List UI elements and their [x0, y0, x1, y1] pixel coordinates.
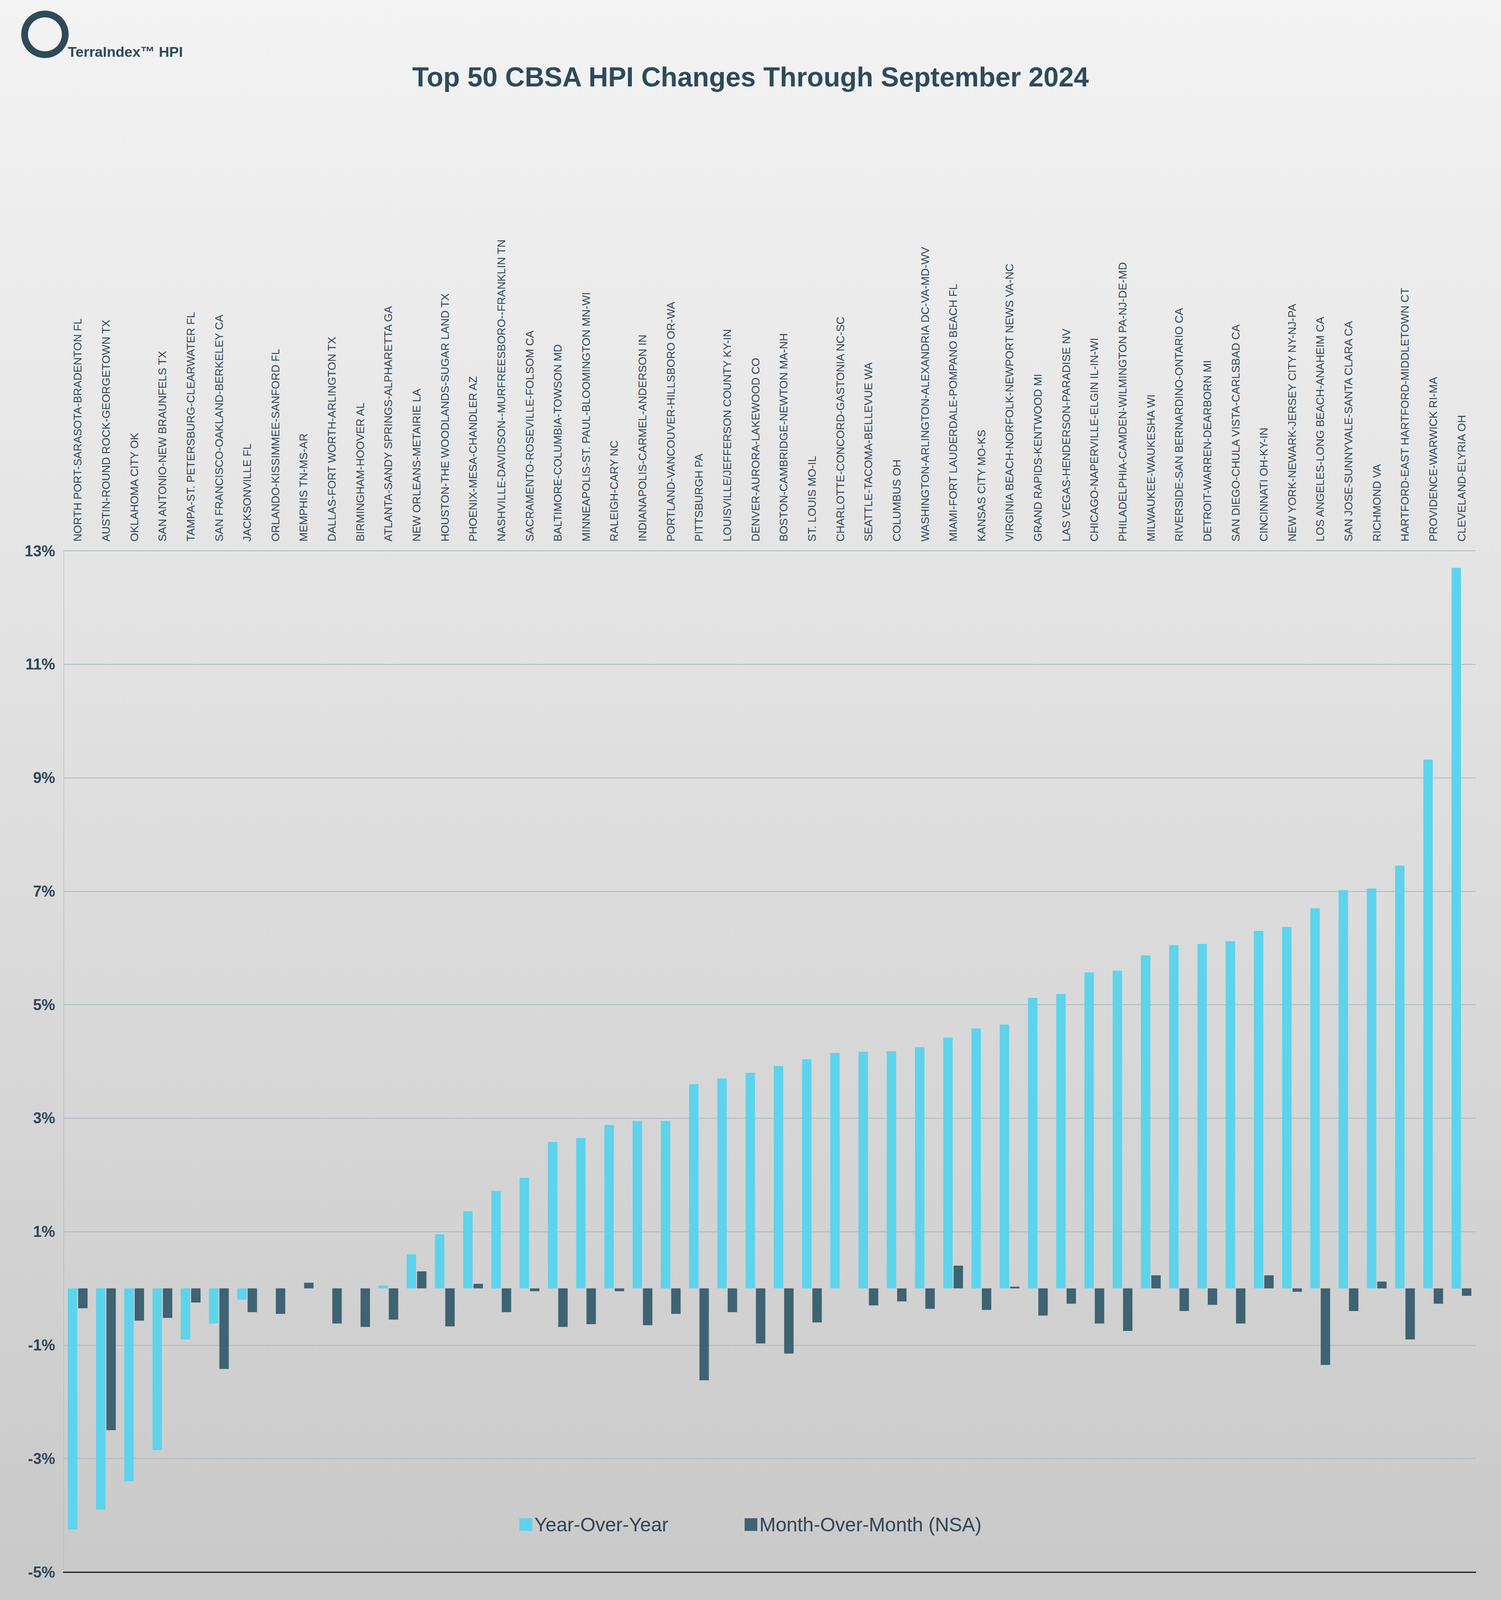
- svg-text:MILWAUKEE-WAUKESHA WI: MILWAUKEE-WAUKESHA WI: [1144, 394, 1158, 542]
- svg-text:MIAMI-FORT LAUDERDALE-POMPANO: MIAMI-FORT LAUDERDALE-POMPANO BEACH FL: [946, 283, 960, 542]
- svg-text:RICHMOND VA: RICHMOND VA: [1370, 463, 1384, 542]
- svg-text:RIVERSIDE-SAN BERNARDINO-ONTAR: RIVERSIDE-SAN BERNARDINO-ONTARIO CA: [1172, 307, 1186, 542]
- svg-text:JACKSONVILLE FL: JACKSONVILLE FL: [240, 443, 254, 542]
- svg-text:Top 50 CBSA HPI Changes Throug: Top 50 CBSA HPI Changes Through Septembe…: [412, 61, 1090, 93]
- svg-text:TerraIndex™ HPI: TerraIndex™ HPI: [67, 43, 183, 60]
- svg-text:CINCINNATI OH-KY-IN: CINCINNATI OH-KY-IN: [1257, 427, 1271, 542]
- svg-text:NEW ORLEANS-METAIRIE LA: NEW ORLEANS-METAIRIE LA: [410, 388, 423, 542]
- svg-text:ATLANTA-SANDY SPRINGS-ALPHARET: ATLANTA-SANDY SPRINGS-ALPHARETTA GA: [381, 305, 395, 542]
- svg-text:SAN ANTONIO-NEW BRAUNFELS TX: SAN ANTONIO-NEW BRAUNFELS TX: [155, 350, 169, 542]
- svg-text:PHILADELPHIA-CAMDEN-WILMINGTON: PHILADELPHIA-CAMDEN-WILMINGTON PA-NJ-DE-…: [1116, 262, 1129, 542]
- svg-text:ORLANDO-KISSIMMEE-SANFORD FL: ORLANDO-KISSIMMEE-SANFORD FL: [269, 348, 282, 542]
- svg-text:INDIANAPOLIS-CARMEL-ANDERSON I: INDIANAPOLIS-CARMEL-ANDERSON IN: [636, 334, 649, 542]
- svg-text:13%: 13%: [24, 542, 56, 560]
- svg-text:PHOENIX-MESA-CHANDLER AZ: PHOENIX-MESA-CHANDLER AZ: [466, 376, 480, 542]
- svg-text:AUSTIN-ROUND ROCK-GEORGETOWN T: AUSTIN-ROUND ROCK-GEORGETOWN TX: [99, 319, 113, 542]
- svg-text:-3%: -3%: [27, 1450, 56, 1468]
- svg-text:DENVER-AURORA-LAKEWOOD CO: DENVER-AURORA-LAKEWOOD CO: [749, 358, 762, 542]
- svg-text:11%: 11%: [25, 655, 56, 673]
- svg-text:WASHINGTON-ARLINGTON-ALEXANDRI: WASHINGTON-ARLINGTON-ALEXANDRIA DC-VA-MD…: [918, 246, 932, 542]
- svg-text:1%: 1%: [33, 1223, 56, 1241]
- svg-text:OKLAHOMA CITY OK: OKLAHOMA CITY OK: [127, 432, 141, 542]
- svg-text:Month-Over-Month (NSA): Month-Over-Month (NSA): [759, 1513, 982, 1536]
- svg-text:5%: 5%: [33, 996, 56, 1014]
- svg-text:-5%: -5%: [27, 1563, 56, 1582]
- svg-text:DETROIT-WARREN-DEARBORN MI: DETROIT-WARREN-DEARBORN MI: [1200, 360, 1214, 542]
- svg-text:PORTLAND-VANCOUVER-HILLSBORO O: PORTLAND-VANCOUVER-HILLSBORO OR-WA: [664, 301, 678, 542]
- svg-text:LOS ANGELES-LONG BEACH-ANAHEIM: LOS ANGELES-LONG BEACH-ANAHEIM CA: [1313, 316, 1327, 542]
- svg-text:SEATTLE-TACOMA-BELLEVUE WA: SEATTLE-TACOMA-BELLEVUE WA: [861, 362, 875, 542]
- svg-text:RALEIGH-CARY NC: RALEIGH-CARY NC: [607, 440, 621, 542]
- svg-text:NEW YORK-NEWARK-JERSEY CITY NY: NEW YORK-NEWARK-JERSEY CITY NY-NJ-PA: [1285, 303, 1299, 542]
- svg-text:BIRMINGHAM-HOOVER AL: BIRMINGHAM-HOOVER AL: [353, 402, 367, 542]
- svg-text:PROVIDENCE-WARWICK RI-MA: PROVIDENCE-WARWICK RI-MA: [1426, 376, 1440, 542]
- svg-text:CHICAGO-NAPERVILLE-ELGIN IL-IN: CHICAGO-NAPERVILLE-ELGIN IL-IN-WI: [1087, 337, 1101, 542]
- svg-text:SACRAMENTO-ROSEVILLE-FOLSOM CA: SACRAMENTO-ROSEVILLE-FOLSOM CA: [523, 330, 537, 542]
- svg-text:CHARLOTTE-CONCORD-GASTONIA NC-: CHARLOTTE-CONCORD-GASTONIA NC-SC: [833, 316, 847, 542]
- svg-text:GRAND RAPIDS-KENTWOOD MI: GRAND RAPIDS-KENTWOOD MI: [1031, 373, 1045, 542]
- svg-text:Year-Over-Year: Year-Over-Year: [534, 1513, 669, 1536]
- svg-text:SAN FRANCISCO-OAKLAND-BERKELEY: SAN FRANCISCO-OAKLAND-BERKELEY CA: [212, 314, 226, 542]
- svg-text:CLEVELAND-ELYRIA OH: CLEVELAND-ELYRIA OH: [1455, 414, 1468, 542]
- svg-text:HARTFORD-EAST HARTFORD-MIDDLET: HARTFORD-EAST HARTFORD-MIDDLETOWN CT: [1398, 287, 1412, 542]
- svg-text:SAN JOSE-SUNNYVALE-SANTA CLARA: SAN JOSE-SUNNYVALE-SANTA CLARA CA: [1342, 320, 1355, 542]
- svg-text:BALTIMORE-COLUMBIA-TOWSON MD: BALTIMORE-COLUMBIA-TOWSON MD: [551, 344, 565, 542]
- svg-text:BOSTON-CAMBRIDGE-NEWTON MA-NH: BOSTON-CAMBRIDGE-NEWTON MA-NH: [777, 333, 790, 542]
- svg-text:PITTSBURGH PA: PITTSBURGH PA: [692, 453, 706, 542]
- svg-text:VIRGINIA BEACH-NORFOLK-NEWPORT: VIRGINIA BEACH-NORFOLK-NEWPORT NEWS VA-N…: [1003, 263, 1016, 542]
- svg-text:9%: 9%: [33, 769, 56, 787]
- svg-text:KANSAS CITY MO-KS: KANSAS CITY MO-KS: [975, 429, 988, 542]
- svg-text:LOUISVILLE/JEFFERSON COUNTY KY: LOUISVILLE/JEFFERSON COUNTY KY-IN: [720, 329, 734, 542]
- svg-text:TAMPA-ST. PETERSBURG-CLEARWATE: TAMPA-ST. PETERSBURG-CLEARWATER FL: [184, 311, 198, 542]
- svg-text:-1%: -1%: [27, 1336, 56, 1354]
- svg-text:7%: 7%: [33, 882, 56, 901]
- svg-text:3%: 3%: [33, 1109, 56, 1127]
- svg-text:DALLAS-FORT WORTH-ARLINGTON TX: DALLAS-FORT WORTH-ARLINGTON TX: [325, 336, 339, 542]
- svg-text:LAS VEGAS-HENDERSON-PARADISE N: LAS VEGAS-HENDERSON-PARADISE NV: [1059, 328, 1073, 542]
- svg-text:MINNEAPOLIS-ST. PAUL-BLOOMINGT: MINNEAPOLIS-ST. PAUL-BLOOMINGTON MN-WI: [579, 292, 593, 542]
- svg-text:HOUSTON-THE WOODLANDS-SUGAR LA: HOUSTON-THE WOODLANDS-SUGAR LAND TX: [438, 293, 452, 542]
- svg-text:ST. LOUIS MO-IL: ST. LOUIS MO-IL: [805, 455, 819, 542]
- svg-text:NASHVILLE-DAVIDSON--MURFREESBO: NASHVILLE-DAVIDSON--MURFREESBORO--FRANKL…: [494, 239, 508, 542]
- svg-text:COLUMBUS OH: COLUMBUS OH: [890, 459, 904, 542]
- svg-text:SAN DIEGO-CHULA VISTA-CARLSBAD: SAN DIEGO-CHULA VISTA-CARLSBAD CA: [1229, 324, 1243, 542]
- svg-text:NORTH PORT-SARASOTA-BRADENTON: NORTH PORT-SARASOTA-BRADENTON FL: [71, 318, 84, 542]
- svg-text:MEMPHIS TN-MS-AR: MEMPHIS TN-MS-AR: [297, 433, 310, 542]
